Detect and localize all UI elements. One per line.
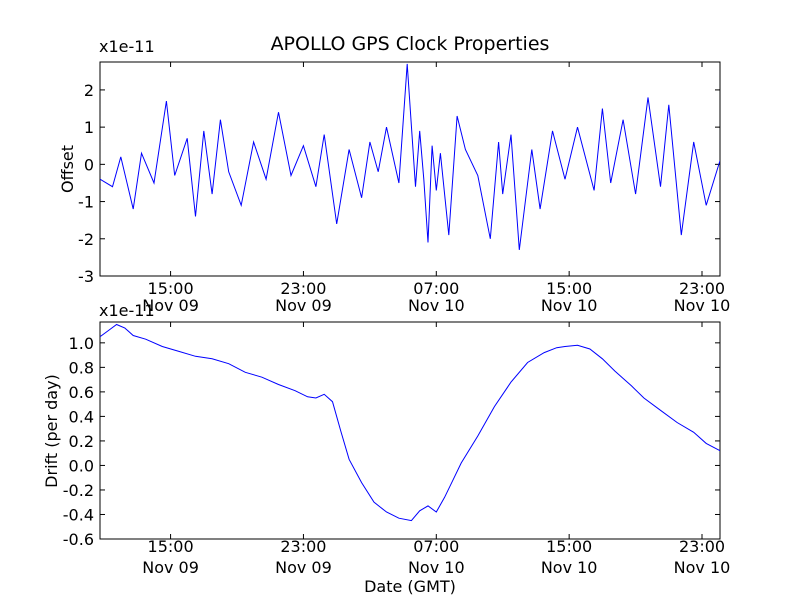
x-tick-date-label: Nov 10 bbox=[674, 296, 731, 315]
x-tick-time-label: 15:00 bbox=[148, 279, 194, 298]
offset-axis-title: Offset bbox=[58, 145, 77, 193]
drift-panel: x1e-11 Drift (per day) Date (GMT) -0.6-0… bbox=[42, 301, 730, 596]
x-tick-time-label: 15:00 bbox=[546, 537, 592, 556]
x-tick-time-label: 07:00 bbox=[413, 537, 459, 556]
x-tick-date-label: Nov 09 bbox=[275, 558, 332, 577]
y-tick-label: 0.4 bbox=[69, 407, 94, 426]
x-tick-time-label: 23:00 bbox=[679, 537, 725, 556]
x-tick-date-label: Nov 10 bbox=[541, 558, 598, 577]
date-axis-title: Date (GMT) bbox=[364, 577, 456, 596]
offset-panel: APOLLO GPS Clock Properties x1e-11 Offse… bbox=[58, 33, 730, 315]
y-tick-label: -0.4 bbox=[63, 505, 94, 524]
x-tick-date-label: Nov 09 bbox=[142, 558, 199, 577]
x-tick-date-label: Nov 09 bbox=[275, 296, 332, 315]
y-tick-label: -3 bbox=[78, 267, 94, 286]
series-line-0 bbox=[100, 63, 720, 250]
drift-exponent-label: x1e-11 bbox=[99, 301, 155, 320]
y-tick-label: 1 bbox=[84, 118, 94, 137]
x-tick-date-label: Nov 10 bbox=[541, 296, 598, 315]
drift-plot-area: -0.6 -0.4 -0.2 0.0 0.2 0.4 0.6 0.8 1.0 15:00 Nov 0… bbox=[63, 321, 731, 577]
y-tick-label: 0.8 bbox=[69, 358, 94, 377]
y-tick-label: 0.6 bbox=[69, 383, 94, 402]
x-tick-time-label: 23:00 bbox=[679, 279, 725, 298]
y-tick-label: 2 bbox=[84, 81, 94, 100]
y-tick-label: 1.0 bbox=[69, 334, 94, 353]
x-tick-time-label: 23:00 bbox=[280, 279, 326, 298]
x-tick-date-label: Nov 10 bbox=[674, 558, 731, 577]
chart-title: APOLLO GPS Clock Properties bbox=[271, 33, 550, 55]
x-tick-time-label: 23:00 bbox=[280, 537, 326, 556]
plot-frame bbox=[99, 321, 721, 540]
x-tick-date-label: Nov 09 bbox=[142, 296, 199, 315]
series-line-0 bbox=[100, 323, 720, 522]
offset-exponent-label: x1e-11 bbox=[99, 37, 155, 56]
y-tick-label: 0 bbox=[84, 155, 94, 174]
drift-axis-title: Drift (per day) bbox=[42, 374, 61, 488]
y-tick-label: 0.2 bbox=[69, 432, 94, 451]
y-tick-label: -0.6 bbox=[63, 530, 94, 549]
x-tick-date-label: Nov 10 bbox=[408, 558, 465, 577]
x-tick-time-label: 07:00 bbox=[413, 279, 459, 298]
y-tick-label: -1 bbox=[78, 193, 94, 212]
y-tick-label: -2 bbox=[78, 230, 94, 249]
y-tick-label: 0.0 bbox=[69, 456, 94, 475]
y-tick-label: -0.2 bbox=[63, 481, 94, 500]
plot-frame bbox=[99, 61, 721, 277]
x-tick-date-label: Nov 10 bbox=[408, 296, 465, 315]
x-tick-time-label: 15:00 bbox=[148, 537, 194, 556]
x-tick-time-label: 15:00 bbox=[546, 279, 592, 298]
